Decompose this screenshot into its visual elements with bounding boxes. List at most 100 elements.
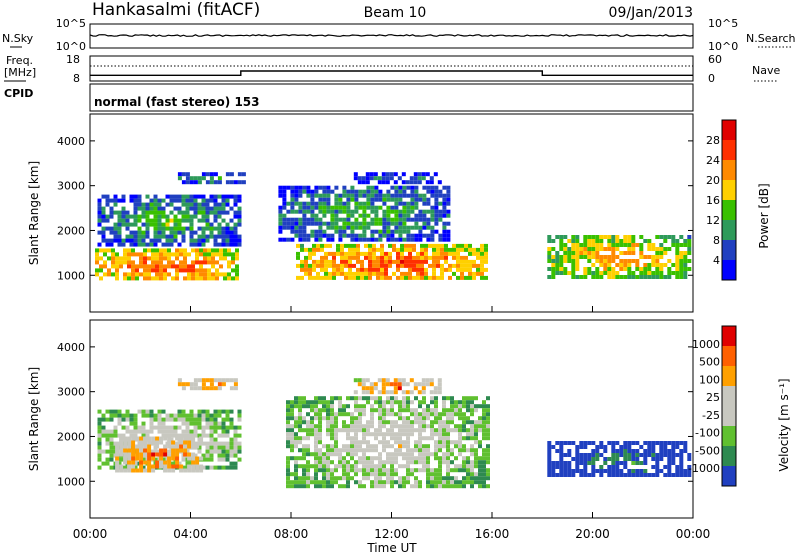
- velocity-cell: [386, 472, 390, 477]
- velocity-cell: [342, 424, 346, 429]
- power-cell: [599, 255, 604, 259]
- velocity-cell: [225, 417, 230, 422]
- velocity-cell: [330, 424, 334, 429]
- power-cell: [619, 275, 624, 279]
- velocity-cell: [563, 473, 568, 477]
- velocity-cell: [559, 449, 564, 453]
- velocity-cell: [406, 476, 410, 481]
- power-cell: [380, 263, 384, 268]
- velocity-cell: [175, 464, 180, 469]
- power-cell: [115, 276, 119, 281]
- velocity-cell: [450, 420, 454, 425]
- velocity-cell: [474, 396, 478, 401]
- power-cell: [189, 180, 194, 185]
- velocity-cell: [149, 449, 154, 454]
- power-cell: [286, 201, 291, 206]
- power-cell: [408, 259, 412, 264]
- power-cell: [306, 221, 311, 226]
- velocity-cell: [199, 436, 204, 441]
- velocity-cell: [193, 429, 198, 434]
- power-cell: [607, 275, 612, 279]
- velocity-cell: [425, 378, 430, 383]
- power-cell: [374, 197, 379, 202]
- power-cell: [300, 263, 304, 268]
- velocity-cell: [338, 464, 342, 469]
- power-cell: [294, 229, 299, 234]
- power-cell: [374, 185, 379, 190]
- velocity-cell: [458, 416, 462, 421]
- velocity-cell: [173, 425, 178, 430]
- power-cell: [123, 252, 127, 257]
- velocity-cell: [298, 396, 302, 401]
- power-cell: [687, 247, 692, 251]
- power-cell: [147, 248, 151, 253]
- power-cell: [394, 205, 399, 210]
- power-cell: [169, 202, 174, 207]
- power-cell: [201, 214, 206, 219]
- velocity-cell: [418, 416, 422, 421]
- velocity-cell: [474, 404, 478, 409]
- velocity-cell: [482, 452, 486, 457]
- power-cell: [95, 256, 99, 261]
- power-cell: [583, 251, 588, 255]
- velocity-cell: [551, 469, 556, 473]
- velocity-cell: [418, 400, 422, 405]
- power-cell: [153, 214, 158, 219]
- velocity-cell: [361, 386, 366, 391]
- velocity-cell: [474, 452, 478, 457]
- power-cell: [348, 267, 352, 272]
- power-cell: [595, 271, 600, 275]
- velocity-cell: [559, 473, 564, 477]
- velocity-cell: [310, 404, 314, 409]
- power-colorbar-tick: 4: [713, 254, 720, 267]
- power-colorbar-swatch: [722, 120, 736, 140]
- power-cell: [384, 275, 388, 280]
- power-cell: [155, 252, 159, 257]
- power-cell: [306, 185, 311, 190]
- power-cell: [133, 230, 138, 235]
- velocity-cell: [611, 449, 616, 453]
- power-cell: [290, 197, 295, 202]
- velocity-cell: [421, 382, 426, 387]
- velocity-cell: [426, 412, 430, 417]
- velocity-cell: [437, 390, 442, 395]
- power-cell: [125, 234, 130, 239]
- velocity-cell: [125, 425, 130, 430]
- power-cell: [414, 225, 419, 230]
- power-cell: [408, 255, 412, 260]
- velocity-cell: [181, 409, 186, 414]
- power-cell: [117, 214, 122, 219]
- power-cell: [338, 233, 343, 238]
- power-cell: [354, 193, 359, 198]
- velocity-cell: [450, 416, 454, 421]
- velocity-cell: [127, 460, 132, 465]
- power-cell: [201, 202, 206, 207]
- velocity-cell: [119, 464, 124, 469]
- power-cell: [365, 176, 370, 181]
- power-cell: [346, 205, 351, 210]
- power-cell: [372, 271, 376, 276]
- velocity-cell: [385, 382, 390, 387]
- velocity-cell: [454, 464, 458, 469]
- power-cell: [651, 263, 656, 267]
- power-cell: [344, 271, 348, 276]
- velocity-cell: [290, 408, 294, 413]
- power-cell: [352, 255, 356, 260]
- velocity-cell: [551, 473, 556, 477]
- power-cell: [342, 185, 347, 190]
- velocity-cell: [410, 432, 414, 437]
- power-cell: [231, 252, 235, 257]
- velocity-cell: [101, 413, 106, 418]
- power-cell: [417, 180, 422, 185]
- power-cell: [225, 230, 230, 235]
- velocity-cell: [157, 413, 162, 418]
- power-cell: [675, 239, 680, 243]
- velocity-cell: [318, 420, 322, 425]
- velocity-cell: [201, 413, 206, 418]
- power-cell: [175, 276, 179, 281]
- power-cell: [213, 202, 218, 207]
- power-cell: [599, 271, 604, 275]
- velocity-cell: [370, 456, 374, 461]
- velocity-cell: [217, 409, 222, 414]
- power-cell: [159, 272, 163, 277]
